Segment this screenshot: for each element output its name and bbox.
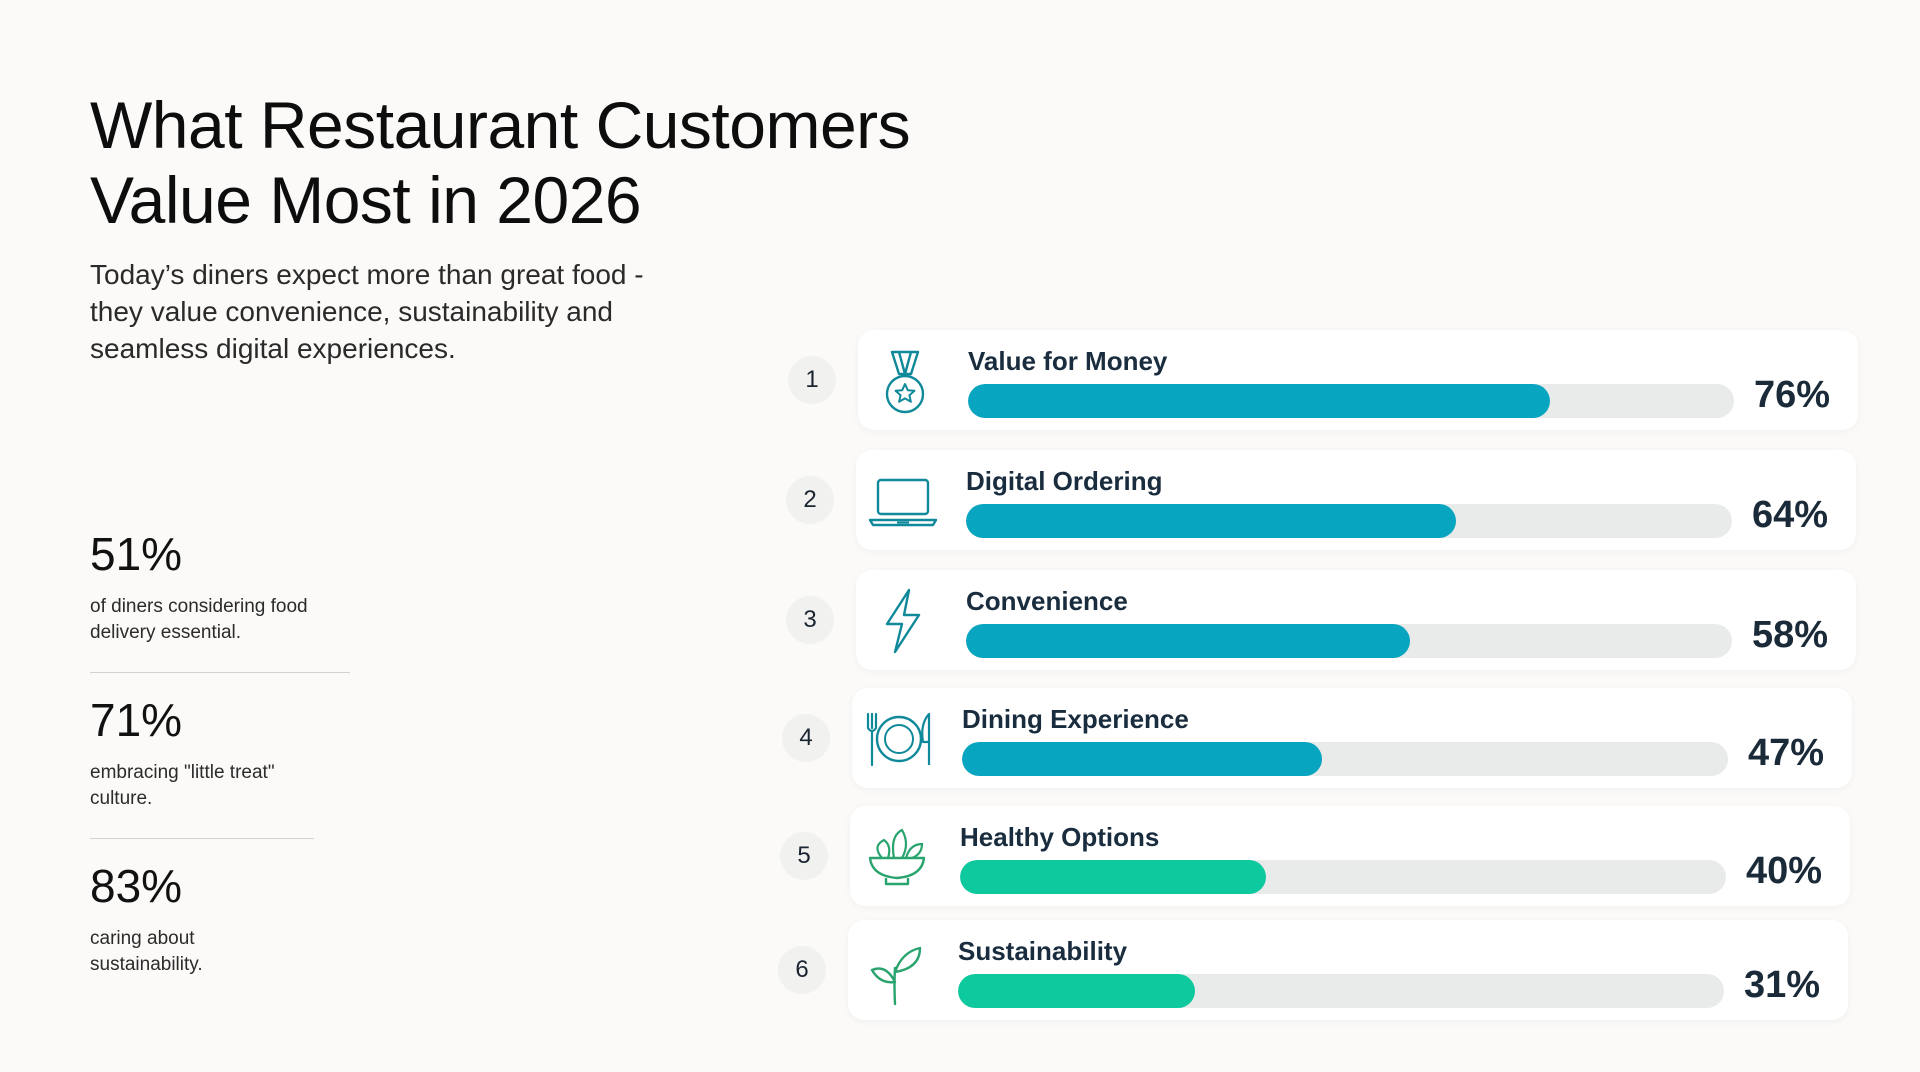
category-label: Digital Ordering — [966, 466, 1163, 496]
category-label: Healthy Options — [960, 822, 1160, 852]
stat-divider — [90, 672, 350, 673]
stat-description: of diners considering food delivery essen… — [90, 596, 308, 643]
bar — [960, 860, 1267, 894]
stat-sustainability: 83% caring about sustainability. — [90, 860, 203, 978]
laptop-icon — [866, 464, 940, 538]
rank-badge: 6 — [778, 946, 826, 994]
bar-track — [960, 860, 1726, 894]
bar-track — [968, 384, 1734, 418]
title-line-2: Value Most in 2026 — [90, 163, 642, 237]
rank-badge: 4 — [782, 714, 830, 762]
chart-card: Value for Money 76% — [858, 330, 1858, 430]
data-label: 64% — [1752, 494, 1829, 536]
stat-value: 83% — [90, 860, 183, 912]
category-label: Dining Experience — [962, 704, 1189, 734]
stat-description: caring about sustainability. — [90, 928, 203, 975]
bar — [962, 742, 1323, 776]
page-subtitle: Today’s diners expect more than great fo… — [90, 256, 710, 367]
sprout-icon — [858, 934, 932, 1008]
category-label: Sustainability — [958, 936, 1128, 966]
bar-track — [958, 974, 1724, 1008]
bar — [966, 504, 1457, 538]
data-label: 58% — [1752, 614, 1829, 656]
page-title: What Restaurant Customers Value Most in 2… — [90, 88, 990, 238]
data-label: 47% — [1748, 732, 1825, 774]
bar-track — [966, 624, 1732, 658]
stat-description: embracing "little treat" culture. — [90, 762, 275, 809]
data-label: 76% — [1754, 374, 1831, 416]
stat-little-treat: 71% embracing "little treat" culture. — [90, 694, 275, 812]
rank-badge: 1 — [788, 356, 836, 404]
rank-badge: 5 — [780, 832, 828, 880]
category-label: Convenience — [966, 586, 1128, 616]
rank-badge: 3 — [786, 596, 834, 644]
subtitle-line-1: Today’s diners expect more than great fo… — [90, 259, 644, 290]
medal-icon — [868, 344, 942, 418]
stat-divider — [90, 838, 314, 839]
chart-card: Sustainability 31% — [848, 920, 1848, 1020]
title-line-1: What Restaurant Customers — [90, 88, 911, 162]
subtitle-line-3: seamless digital experiences. — [90, 333, 456, 364]
bar-track — [966, 504, 1732, 538]
stat-value: 71% — [90, 694, 183, 746]
bar — [968, 384, 1551, 418]
lightning-bolt-icon — [866, 584, 940, 658]
bar — [958, 974, 1196, 1008]
data-label: 40% — [1746, 850, 1823, 892]
chart-card: Digital Ordering 64% — [856, 450, 1856, 550]
chart-card: Dining Experience 47% — [852, 688, 1852, 788]
chart-card: Healthy Options 40% — [850, 806, 1850, 906]
data-label: 31% — [1744, 964, 1821, 1006]
chart-card: Convenience 58% — [856, 570, 1856, 670]
bar-track — [962, 742, 1728, 776]
category-label: Value for Money — [968, 346, 1168, 376]
plate-cutlery-icon — [862, 702, 936, 776]
stat-value: 51% — [90, 528, 183, 580]
rank-badge: 2 — [786, 476, 834, 524]
salad-bowl-icon — [860, 820, 934, 894]
stat-delivery: 51% of diners considering food delivery e… — [90, 528, 308, 646]
bar — [966, 624, 1411, 658]
subtitle-line-2: they value convenience, sustainability a… — [90, 296, 614, 327]
